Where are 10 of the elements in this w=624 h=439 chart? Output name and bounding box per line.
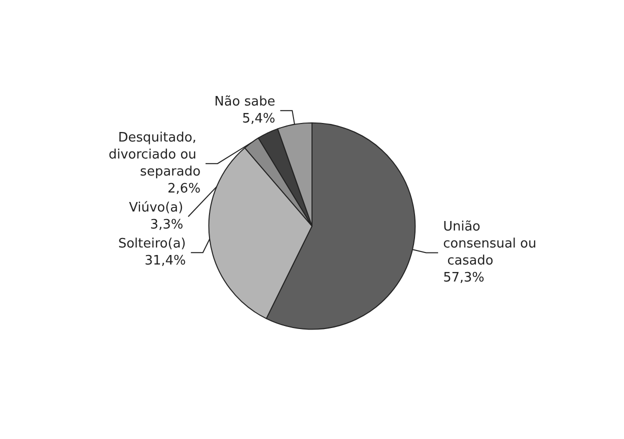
slice-label: Solteiro(a) bbox=[118, 236, 186, 252]
slice-label: União consensual ou casado bbox=[443, 220, 536, 269]
slice-label: Não sabe bbox=[214, 94, 276, 110]
data-label: 31,4% bbox=[144, 254, 186, 269]
data-label: 3,3% bbox=[150, 218, 184, 233]
slice-label: Viúvo(a) bbox=[128, 200, 184, 216]
data-label: 5,4% bbox=[242, 112, 276, 127]
data-label: 2,6% bbox=[168, 182, 201, 197]
slice-label: Desquitado, divorciado ou separado bbox=[108, 130, 201, 180]
data-label: 57,3% bbox=[443, 270, 484, 286]
